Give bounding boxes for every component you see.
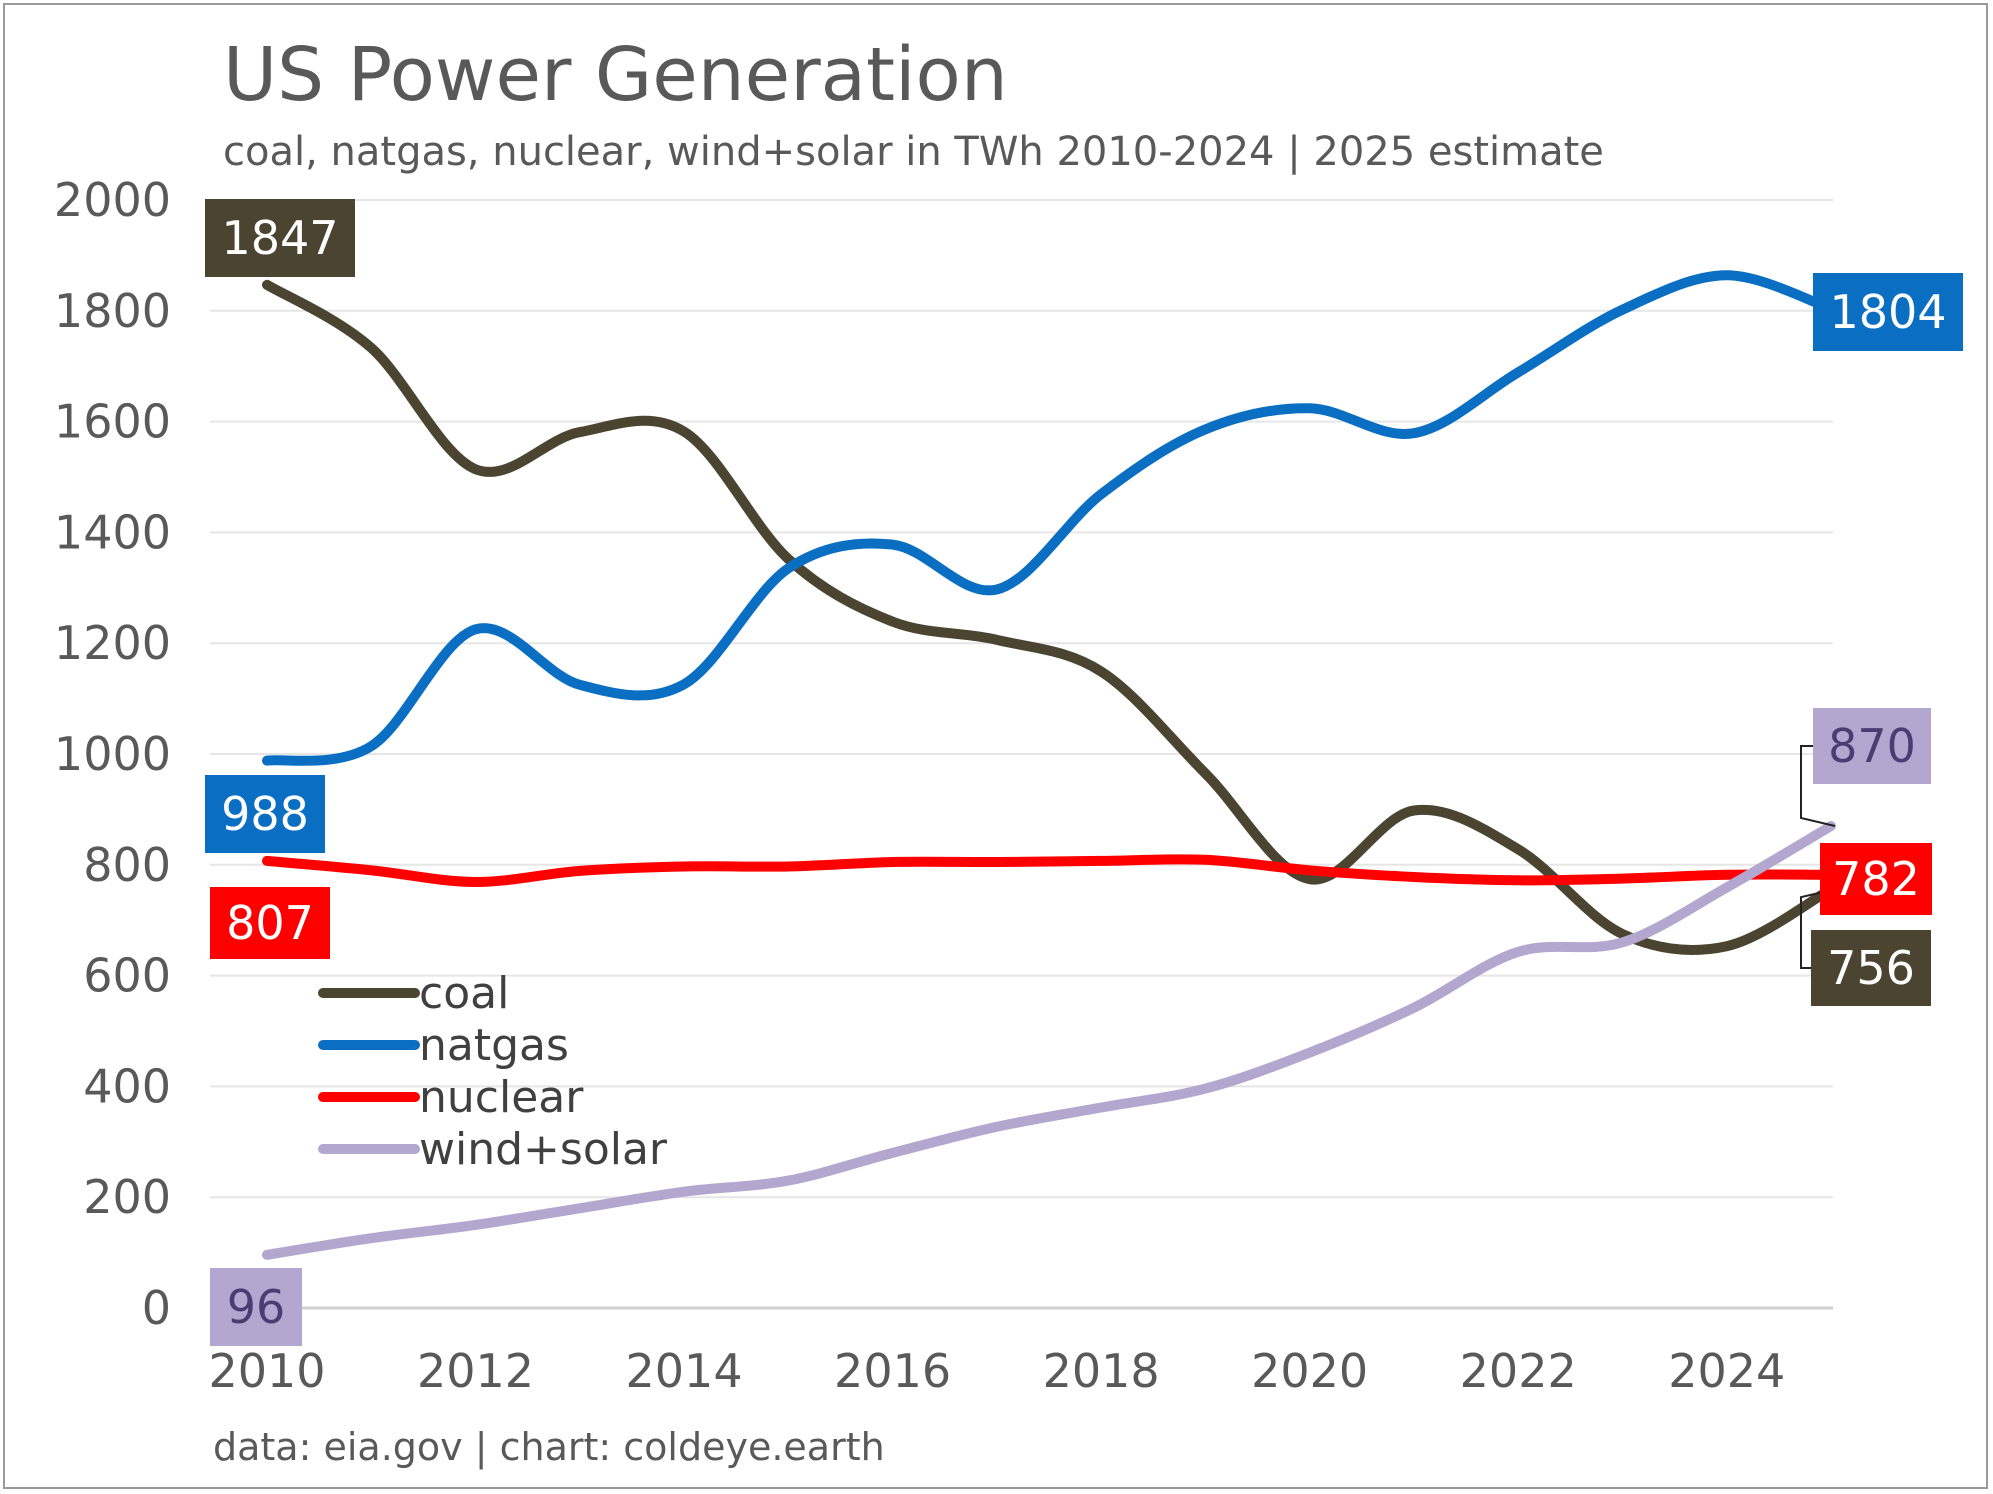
- y-tick-label: 800: [83, 838, 171, 892]
- start-label-box-nuclear: [210, 887, 330, 959]
- y-tick-label: 600: [83, 949, 171, 1003]
- start-label-natgas: 988: [221, 787, 309, 841]
- x-tick-label: 2016: [834, 1344, 951, 1398]
- y-tick-label: 1800: [54, 284, 171, 338]
- y-tick-label: 0: [142, 1281, 171, 1335]
- chart-subtitle: coal, natgas, nuclear, wind+solar in TWh…: [223, 129, 1604, 175]
- chart-footer: data: eia.gov | chart: coldeye.earth: [213, 1425, 885, 1470]
- series-line-nuclear: [262, 854, 1836, 888]
- end-label-box-nuclear: [1820, 843, 1932, 915]
- y-axis-ticks: 0 200 400 600 800 1000 1200 1400 1600 1800 2000: [54, 173, 171, 1335]
- end-label-natgas: 1804: [1829, 285, 1946, 339]
- end-label-coal: 756: [1827, 941, 1915, 995]
- start-label-box-wind-solar: [210, 1268, 302, 1346]
- chart-frame: US Power Generation coal, natgas, nuclea…: [3, 3, 1988, 1489]
- legend-label-nuclear: nuclear: [419, 1072, 584, 1123]
- y-tick-label: 1000: [54, 727, 171, 781]
- x-tick-label: 2022: [1460, 1344, 1577, 1398]
- y-tick-label: 1200: [54, 616, 171, 670]
- legend-label-coal: coal: [419, 968, 509, 1019]
- y-tick-label: 1400: [54, 505, 171, 559]
- end-label-wind-solar: 870: [1828, 719, 1916, 773]
- end-label-box-wind-solar: [1813, 708, 1931, 784]
- series-line-natgas: [262, 270, 1836, 766]
- start-label-nuclear: 807: [226, 896, 314, 950]
- x-axis-ticks: 2010 2012 2014 2016 2018 2020 2022 2024: [208, 1344, 1785, 1398]
- series-line-wind-solar: [262, 821, 1836, 1260]
- start-label-coal: 1847: [221, 211, 338, 265]
- y-tick-label: 400: [83, 1059, 171, 1113]
- line-chart: US Power Generation coal, natgas, nuclea…: [54, 32, 1963, 1470]
- leader-line-coal: [1800, 888, 1836, 969]
- end-label-nuclear: 782: [1832, 852, 1920, 906]
- x-tick-label: 2010: [208, 1344, 325, 1398]
- series-line-coal: [262, 279, 1836, 955]
- series-layer: [262, 270, 1836, 1260]
- leader-line-wind-solar: [1800, 745, 1836, 827]
- start-label-box-natgas: [205, 775, 325, 853]
- end-label-box-coal: [1811, 930, 1931, 1006]
- end-label-box-natgas: [1813, 273, 1963, 351]
- start-label-box-coal: [205, 199, 355, 277]
- start-label-wind-solar: 96: [227, 1280, 286, 1334]
- y-tick-label: 2000: [54, 173, 171, 227]
- x-tick-label: 2018: [1043, 1344, 1160, 1398]
- x-tick-label: 2012: [417, 1344, 534, 1398]
- x-tick-label: 2020: [1251, 1344, 1368, 1398]
- x-tick-label: 2014: [626, 1344, 743, 1398]
- y-tick-label: 200: [83, 1170, 171, 1224]
- legend-label-natgas: natgas: [419, 1020, 569, 1071]
- x-tick-label: 2024: [1668, 1344, 1785, 1398]
- y-tick-label: 1600: [54, 395, 171, 449]
- chart-title: US Power Generation: [223, 32, 1008, 118]
- legend-label-wind-solar: wind+solar: [419, 1124, 668, 1175]
- data-label-layer: 1847 756 988 1804 807 782 96 870: [205, 199, 1963, 1346]
